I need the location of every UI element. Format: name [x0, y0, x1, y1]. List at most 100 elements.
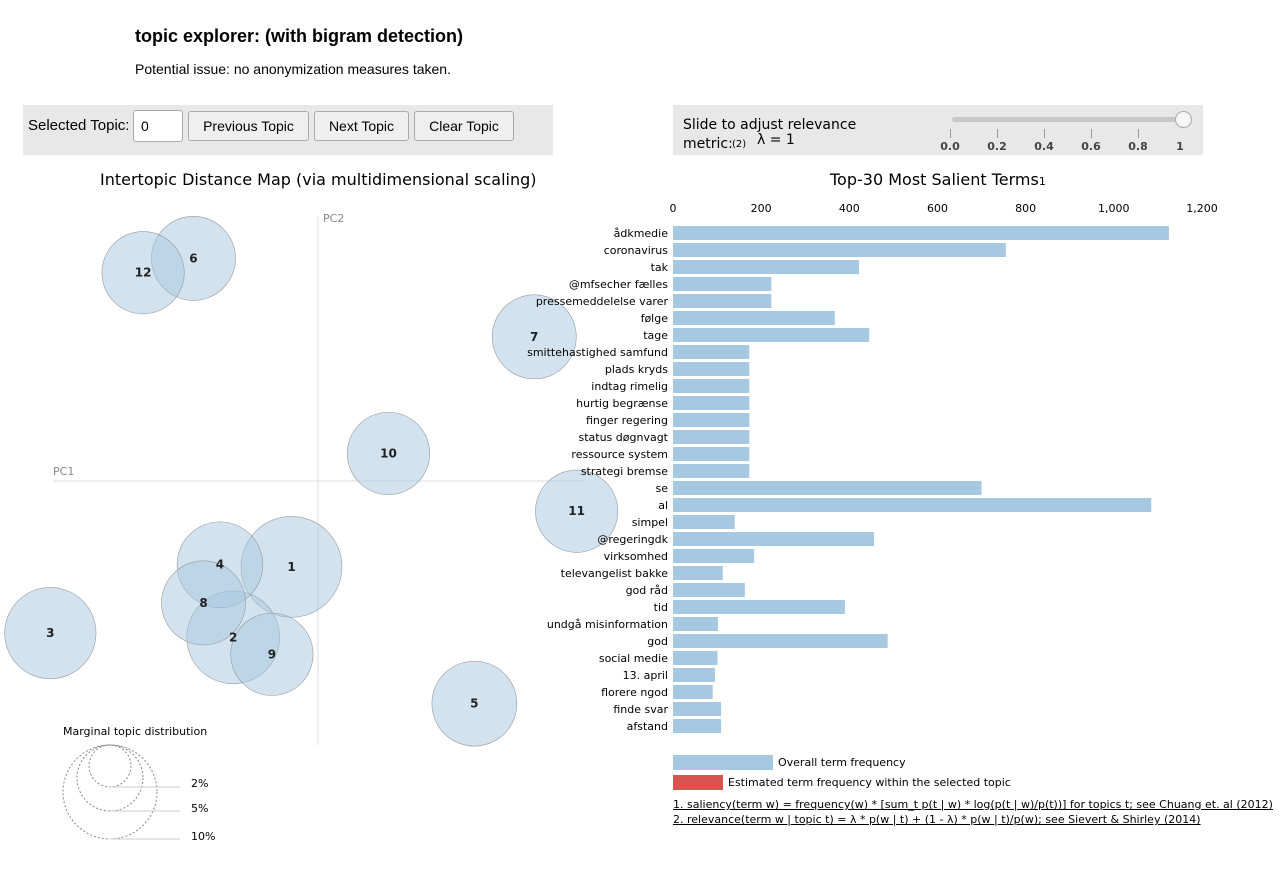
bar-term-label[interactable]: pressemeddelelse varer: [536, 295, 669, 308]
relevance-footnote: 2. relevance(term w | topic t) = λ * p(w…: [673, 813, 1201, 826]
bar-x-tick-label: 200: [751, 202, 772, 215]
slider-tick-label: 0.8: [1128, 140, 1148, 153]
marginal-label-10pct: 10%: [191, 830, 215, 843]
topic-bubble-label-4: 4: [216, 558, 224, 572]
bar-x-tick-label: 600: [927, 202, 948, 215]
bar-overall-frequency[interactable]: [673, 362, 750, 376]
bar-overall-frequency[interactable]: [673, 243, 1006, 257]
previous-topic-button[interactable]: Previous Topic: [188, 111, 309, 141]
topic-bubble-10[interactable]: [347, 411, 430, 495]
slider-tick-mark: [1138, 129, 1139, 138]
bar-overall-frequency[interactable]: [673, 583, 745, 597]
bar-term-label[interactable]: ådkmedie: [614, 227, 669, 240]
clear-topic-button[interactable]: Clear Topic: [414, 111, 514, 141]
bar-term-label[interactable]: se: [656, 482, 669, 495]
slider-tick-label: 0.2: [987, 140, 1007, 153]
selected-topic-input[interactable]: [133, 110, 183, 142]
lambda-slider-thumb[interactable]: [1175, 111, 1192, 128]
relevance-footnote-mark: (2): [732, 139, 747, 150]
legend-overall-label: Overall term frequency: [778, 756, 906, 769]
bar-overall-frequency[interactable]: [673, 685, 713, 699]
bar-term-label[interactable]: televangelist bakke: [561, 567, 669, 580]
next-topic-button[interactable]: Next Topic: [314, 111, 409, 141]
bar-term-label[interactable]: smittehastighed samfund: [527, 346, 668, 359]
topic-bubble-9[interactable]: [230, 612, 314, 696]
bar-overall-frequency[interactable]: [673, 379, 750, 393]
bar-term-label[interactable]: virksomhed: [604, 550, 668, 563]
bar-series-overall: [673, 226, 1169, 733]
bar-overall-frequency[interactable]: [673, 600, 845, 614]
slider-tick-mark: [1091, 129, 1092, 138]
bar-term-label[interactable]: coronavirus: [604, 244, 669, 257]
bar-overall-frequency[interactable]: [673, 226, 1169, 240]
bar-overall-frequency[interactable]: [673, 447, 750, 461]
topic-bubble-8[interactable]: [161, 560, 246, 646]
bar-overall-frequency[interactable]: [673, 413, 750, 427]
topic-bubble-5[interactable]: [431, 660, 518, 747]
bar-overall-frequency[interactable]: [673, 634, 888, 648]
bar-term-label[interactable]: @mfsecher fælles: [569, 278, 668, 291]
bar-term-label[interactable]: undgå misinformation: [547, 618, 668, 631]
bar-overall-frequency[interactable]: [673, 498, 1152, 512]
bar-term-label[interactable]: florere ngod: [601, 686, 668, 699]
bar-overall-frequency[interactable]: [673, 617, 718, 631]
bar-overall-frequency[interactable]: [673, 566, 723, 580]
slider-tick-mark: [1044, 129, 1045, 138]
bar-overall-frequency[interactable]: [673, 481, 982, 495]
bar-overall-frequency[interactable]: [673, 277, 772, 291]
bar-term-label[interactable]: finger regering: [586, 414, 668, 427]
lambda-slider-track[interactable]: [952, 117, 1184, 122]
bar-term-label[interactable]: simpel: [632, 516, 668, 529]
bar-overall-frequency[interactable]: [673, 668, 715, 682]
bar-term-label[interactable]: strategi bremse: [581, 465, 668, 478]
bar-overall-frequency[interactable]: [673, 464, 750, 478]
bar-overall-frequency[interactable]: [673, 311, 835, 325]
selected-topic-label: Selected Topic:: [28, 117, 130, 134]
bar-term-label[interactable]: afstand: [627, 720, 668, 733]
bar-term-label[interactable]: tak: [651, 261, 669, 274]
bar-x-tick-label: 0: [670, 202, 677, 215]
topic-bubble-3[interactable]: [4, 587, 97, 680]
bar-overall-frequency[interactable]: [673, 294, 772, 308]
bar-overall-frequency[interactable]: [673, 515, 735, 529]
topic-bubble-label-2: 2: [229, 630, 237, 644]
bar-term-label[interactable]: følge: [641, 312, 669, 325]
bar-term-label[interactable]: hurtig begrænse: [576, 397, 668, 410]
topic-bubble-12[interactable]: [101, 231, 185, 315]
bar-overall-frequency[interactable]: [673, 702, 722, 716]
bar-term-label[interactable]: @regeringdk: [597, 533, 668, 546]
bar-term-label[interactable]: tid: [654, 601, 668, 614]
bar-term-label[interactable]: indtag rimelig: [591, 380, 668, 393]
bar-term-label[interactable]: ressource system: [571, 448, 668, 461]
bar-term-label[interactable]: 13. april: [623, 669, 668, 682]
legend-topic-label: Estimated term frequency within the sele…: [728, 776, 1011, 789]
topic-bubble-label-8: 8: [199, 596, 207, 610]
legend-topic-swatch: [673, 775, 723, 790]
bar-overall-frequency[interactable]: [673, 532, 875, 546]
topic-bubble-11[interactable]: [535, 469, 619, 553]
bar-term-label[interactable]: finde svar: [613, 703, 668, 716]
marginal-circle-small: [88, 744, 132, 788]
bar-overall-frequency[interactable]: [673, 430, 750, 444]
bar-term-label[interactable]: tage: [643, 329, 668, 342]
bar-term-label[interactable]: social medie: [599, 652, 668, 665]
bar-term-label[interactable]: god: [647, 635, 668, 648]
bar-term-label[interactable]: plads kryds: [605, 363, 668, 376]
marginal-circle-medium: [76, 744, 144, 812]
bar-overall-frequency[interactable]: [673, 719, 722, 733]
bar-overall-frequency[interactable]: [673, 345, 750, 359]
bar-overall-frequency[interactable]: [673, 328, 870, 342]
marginal-distribution-title: Marginal topic distribution: [63, 725, 207, 738]
bar-overall-frequency[interactable]: [673, 651, 718, 665]
slider-tick-mark: [997, 129, 998, 138]
bar-overall-frequency[interactable]: [673, 260, 860, 274]
topic-bubble-7[interactable]: [491, 294, 577, 380]
bar-term-label[interactable]: al: [658, 499, 668, 512]
bar-overall-frequency[interactable]: [673, 396, 750, 410]
bar-x-tick-label: 1,000: [1098, 202, 1130, 215]
bar-term-label[interactable]: status døgnvagt: [578, 431, 668, 444]
intertopic-map-title: Intertopic Distance Map (via multidimens…: [100, 170, 537, 189]
bar-overall-frequency[interactable]: [673, 549, 755, 563]
bar-term-label[interactable]: god råd: [626, 584, 668, 597]
